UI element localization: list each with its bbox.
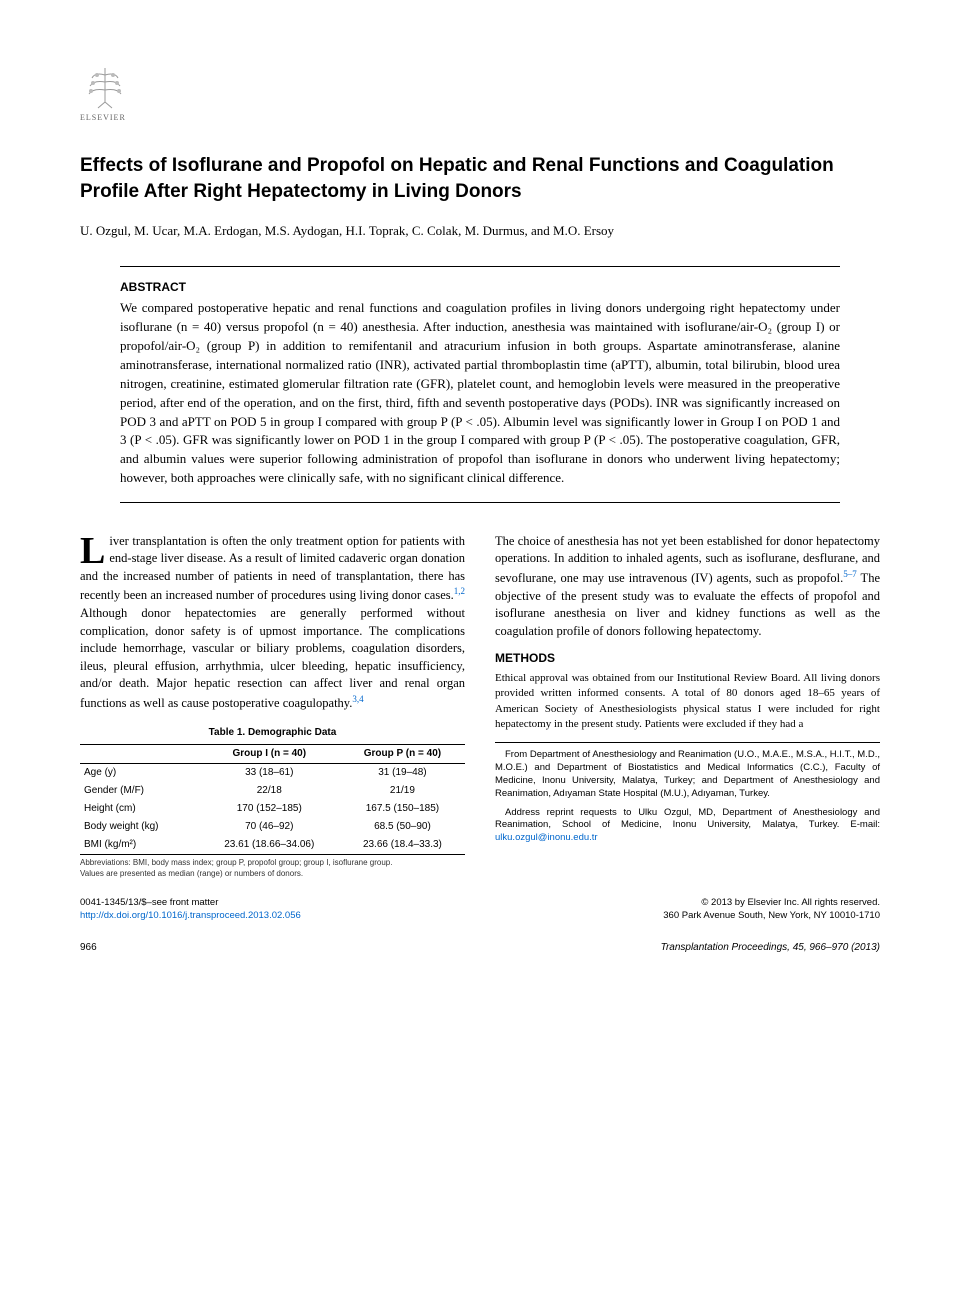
footer-left: 0041-1345/13/$–see front matter http://d… [80, 897, 480, 923]
table-header-row: Group I (n = 40) Group P (n = 40) [80, 745, 465, 764]
page-number: 966 [80, 941, 97, 955]
table-caption: Table 1. Demographic Data [80, 726, 465, 740]
abstract-text: We compared postoperative hepatic and re… [120, 299, 840, 487]
abstract-label: ABSTRACT [120, 279, 840, 296]
affiliation-block: From Department of Anesthesiology and Re… [495, 742, 880, 845]
author-list: U. Ozgul, M. Ucar, M.A. Erdogan, M.S. Ay… [80, 222, 880, 240]
copyright: © 2013 by Elsevier Inc. All rights reser… [480, 897, 880, 910]
dropcap: L [80, 533, 109, 567]
left-column: Liver transplantation is often the only … [80, 533, 465, 879]
reprint-address: Address reprint requests to Ulku Ozgul, … [495, 807, 880, 845]
table-row: Height (cm)170 (152–185)167.5 (150–185) [80, 800, 465, 818]
page-footer: 966 Transplantation Proceedings, 45, 966… [80, 941, 880, 955]
citation-ref[interactable]: 1,2 [454, 586, 465, 596]
table-row: Gender (M/F)22/1821/19 [80, 782, 465, 800]
table-row: BMI (kg/m²)23.61 (18.66–34.06)23.66 (18.… [80, 836, 465, 855]
table-row: Age (y)33 (18–61)31 (19–48) [80, 764, 465, 783]
elsevier-tree-icon [80, 60, 130, 110]
methods-heading: METHODS [495, 650, 880, 667]
body-paragraph: The choice of anesthesia has not yet bee… [495, 533, 880, 640]
citation-ref[interactable]: 3,4 [352, 694, 363, 704]
citation-ref[interactable]: 5–7 [843, 569, 857, 579]
publisher-logo: ELSEVIER [80, 60, 880, 123]
contact-email[interactable]: ulku.ozgul@inonu.edu.tr [495, 832, 598, 843]
journal-citation: Transplantation Proceedings, 45, 966–970… [661, 941, 880, 955]
article-footer: 0041-1345/13/$–see front matter http://d… [80, 897, 880, 923]
methods-paragraph: Ethical approval was obtained from our I… [495, 671, 880, 733]
right-column: The choice of anesthesia has not yet bee… [495, 533, 880, 879]
body-columns: Liver transplantation is often the only … [80, 533, 880, 879]
table-row: Body weight (kg)70 (46–92)68.5 (50–90) [80, 818, 465, 836]
table-1: Table 1. Demographic Data Group I (n = 4… [80, 726, 465, 879]
doi-link[interactable]: http://dx.doi.org/10.1016/j.transproceed… [80, 910, 480, 923]
front-matter: 0041-1345/13/$–see front matter [80, 897, 480, 910]
publisher-address: 360 Park Avenue South, New York, NY 1001… [480, 910, 880, 923]
affiliation-text: From Department of Anesthesiology and Re… [495, 749, 880, 800]
article-title: Effects of Isoflurane and Propofol on He… [80, 153, 880, 204]
demographic-table: Group I (n = 40) Group P (n = 40) Age (y… [80, 744, 465, 855]
table-notes: Abbreviations: BMI, body mass index; gro… [80, 858, 465, 879]
intro-paragraph: Liver transplantation is often the only … [80, 533, 465, 712]
publisher-name: ELSEVIER [80, 112, 880, 123]
footer-right: © 2013 by Elsevier Inc. All rights reser… [480, 897, 880, 923]
abstract-section: ABSTRACT We compared postoperative hepat… [120, 266, 840, 503]
